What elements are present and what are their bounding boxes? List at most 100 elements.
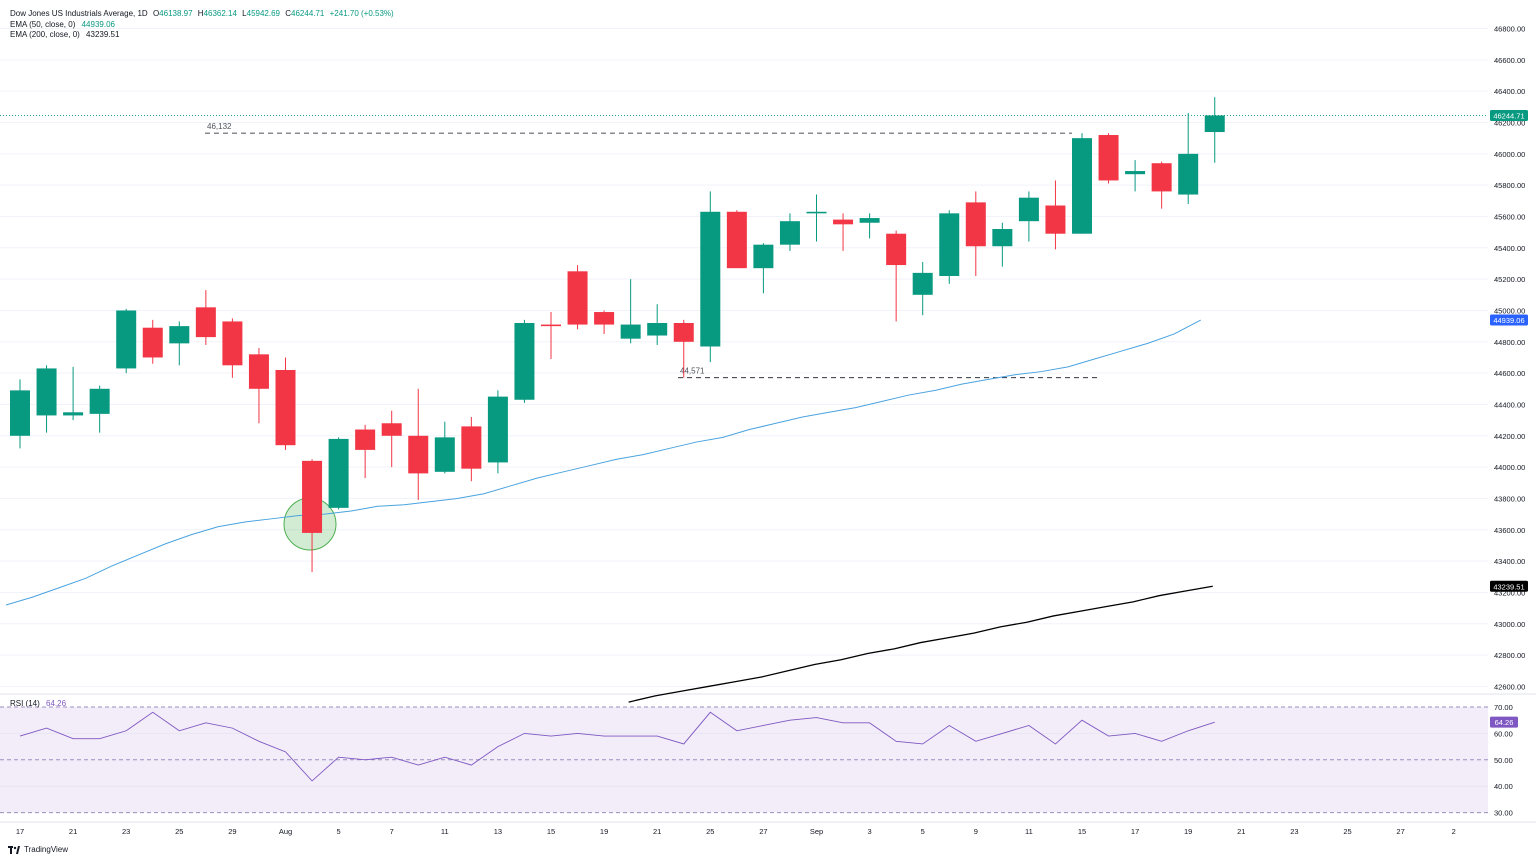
candle-body (965, 202, 986, 247)
level-label: 46,132 (207, 122, 232, 131)
candle (275, 357, 296, 450)
y-tick-label: 42800.00 (1494, 651, 1525, 660)
open-label: O (152, 9, 160, 18)
y-tick-label: 43800.00 (1494, 494, 1525, 503)
y-tick-label: 46600.00 (1494, 56, 1525, 65)
price-tag-bg (1490, 314, 1528, 326)
rsi-tick-label: 30.00 (1494, 809, 1513, 818)
candle-body (594, 312, 615, 325)
y-tick-label: 45200.00 (1494, 275, 1525, 284)
candle-body (886, 233, 907, 266)
tradingview-brand[interactable]: TradingView (8, 845, 68, 854)
close-value: 46244.71 (291, 9, 325, 18)
candle-body (36, 368, 57, 416)
candle (1204, 97, 1225, 163)
candle-body (541, 324, 561, 327)
x-tick-label: 19 (1184, 827, 1192, 836)
x-tick-label: 11 (1025, 827, 1033, 836)
candle (10, 379, 30, 449)
y-tick-label: 44600.00 (1494, 369, 1525, 378)
candle (992, 222, 1013, 267)
candle-body (381, 423, 402, 436)
x-tick-label: 15 (547, 827, 555, 836)
level-label: 44,571 (680, 367, 705, 376)
candle-body (461, 426, 482, 469)
rsi-tick-label: 50.00 (1494, 756, 1513, 765)
ema50-row: EMA (50, close, 0) 44939.06 (10, 20, 394, 31)
candle-body (1178, 153, 1199, 195)
candle-body (647, 323, 668, 336)
candle-body (89, 388, 110, 414)
candle (514, 319, 535, 403)
candle (89, 385, 110, 433)
y-tick-label: 45600.00 (1494, 212, 1525, 221)
candle-body (355, 429, 376, 450)
candle (806, 194, 827, 242)
rsi-value: 64.26 (46, 699, 67, 708)
y-tick-label: 42600.00 (1494, 682, 1525, 691)
candle (487, 390, 508, 474)
candle (886, 230, 907, 322)
candle (620, 279, 641, 344)
x-tick-label: 9 (974, 827, 978, 836)
candle-body (195, 307, 216, 338)
candle (567, 265, 588, 330)
x-tick-label: 17 (1131, 827, 1139, 836)
candle (381, 410, 402, 468)
x-tick-label: 25 (706, 827, 714, 836)
candle (1045, 180, 1066, 250)
y-tick-label: 43400.00 (1494, 557, 1525, 566)
candle (63, 366, 84, 421)
y-tick-label: 46400.00 (1494, 87, 1525, 96)
candle (859, 213, 880, 239)
candle-body (169, 326, 190, 344)
x-tick-label: 29 (228, 827, 236, 836)
candle-body (248, 354, 269, 389)
candle-body (328, 438, 349, 508)
y-tick-label: 43000.00 (1494, 620, 1525, 629)
candle (1178, 113, 1199, 204)
rsi-tick-label: 40.00 (1494, 782, 1513, 791)
candle (1018, 191, 1039, 242)
candle (302, 459, 323, 573)
x-tick-label: 15 (1078, 827, 1086, 836)
x-tick-label: 21 (1237, 827, 1245, 836)
x-tick-label: 11 (441, 827, 449, 836)
y-tick-label: 45400.00 (1494, 244, 1525, 253)
change-value: +241.70 (+0.53%) (329, 9, 394, 18)
y-tick-label: 44200.00 (1494, 432, 1525, 441)
candle-body (1045, 205, 1066, 234)
candle (142, 319, 163, 364)
chart-legend: Dow Jones US Industrials Average, 1D O46… (10, 9, 394, 41)
candle-body (779, 221, 800, 245)
candle (461, 416, 482, 482)
candle (726, 210, 747, 269)
candle (169, 321, 190, 366)
y-tick-label: 43600.00 (1494, 526, 1525, 535)
low-value: 45942.69 (246, 9, 280, 18)
candle (594, 310, 615, 334)
candle (434, 421, 455, 474)
y-tick-label: 44400.00 (1494, 400, 1525, 409)
candle-body (434, 437, 455, 472)
x-tick-label: 5 (921, 827, 925, 836)
ema200-value: 43239.51 (86, 30, 120, 39)
x-tick-label: 27 (759, 827, 767, 836)
candle-body (806, 211, 827, 214)
candle-body (302, 460, 323, 533)
ema50-line (5, 319, 1201, 606)
rsi-legend: RSI (14) 64.26 (10, 699, 66, 708)
rsi-tick-label: 70.00 (1494, 703, 1513, 712)
rsi-label: RSI (14) (10, 699, 40, 708)
candle-body (142, 327, 163, 358)
candle-body (514, 323, 535, 400)
x-tick-label: 5 (337, 827, 341, 836)
y-tick-label: 45800.00 (1494, 181, 1525, 190)
x-tick-label: 23 (1290, 827, 1298, 836)
price-tag-bg (1490, 109, 1528, 121)
ohlc-row: Dow Jones US Industrials Average, 1D O46… (10, 9, 394, 20)
x-tick-label: 2 (1452, 827, 1456, 836)
candle (248, 348, 269, 424)
